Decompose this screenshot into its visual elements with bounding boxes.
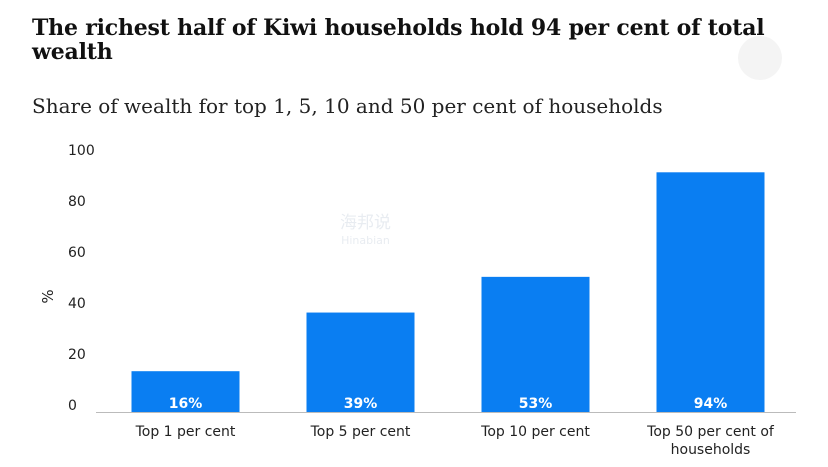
chart-subtitle: Share of wealth for top 1, 5, 10 and 50 … — [32, 94, 663, 118]
x-category-label: Top 5 per cent — [310, 424, 411, 440]
x-category-label: Top 10 per cent — [480, 424, 590, 440]
watermark: 海邦说 Hinabian — [340, 214, 391, 250]
bar — [656, 172, 765, 412]
data-label: 53% — [519, 396, 553, 412]
data-label: 94% — [694, 396, 728, 412]
data-label: 16% — [169, 396, 203, 412]
watermark-text: 海邦说 — [340, 213, 391, 233]
y-tick-label: 40 — [68, 296, 86, 312]
x-category-label: Top 50 per cent of — [646, 424, 775, 440]
y-axis-label: % — [39, 289, 57, 303]
logo-icon — [738, 36, 782, 80]
y-axis-ticks: 0 20 40 60 80 100 — [68, 143, 95, 414]
data-label: 39% — [344, 396, 378, 412]
bar — [481, 276, 590, 412]
x-axis-categories: Top 1 per cent Top 5 per cent Top 10 per c… — [135, 424, 775, 458]
bar — [306, 312, 415, 412]
y-tick-label: 100 — [68, 143, 95, 159]
watermark-subtext: Hinabian — [341, 234, 390, 247]
y-tick-label: 0 — [68, 398, 77, 414]
bars: 16% 39% 53% 94% — [131, 172, 765, 412]
y-tick-label: 80 — [68, 194, 86, 210]
x-category-label: Top 1 per cent — [135, 424, 236, 440]
bar — [131, 371, 240, 412]
x-category-label: households — [671, 442, 751, 458]
y-tick-label: 20 — [68, 347, 86, 363]
chart-title: The richest half of Kiwi households hold… — [32, 15, 765, 65]
y-tick-label: 60 — [68, 245, 86, 261]
